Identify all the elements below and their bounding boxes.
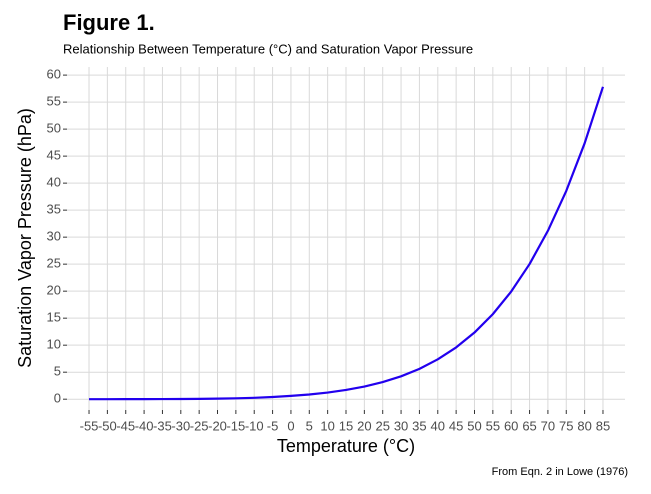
y-tick-label: 20 [47, 283, 61, 298]
x-tick-label: -30 [171, 418, 190, 433]
chart-subtitle: Relationship Between Temperature (°C) an… [63, 41, 473, 56]
y-tick-label: 0 [54, 391, 61, 406]
x-tick-label: -35 [153, 418, 172, 433]
x-tick-label: 10 [320, 418, 334, 433]
y-tick-label: 10 [47, 337, 61, 352]
caption: From Eqn. 2 in Lowe (1976) [492, 466, 628, 478]
x-tick-label: 65 [522, 418, 536, 433]
x-tick-label: 40 [431, 418, 445, 433]
y-tick-label: 5 [54, 364, 61, 379]
x-tick-label: 75 [559, 418, 573, 433]
y-axis-label: Saturation Vapor Pressure (hPa) [15, 108, 35, 368]
x-tick-label: 60 [504, 418, 518, 433]
y-tick-label: 30 [47, 229, 61, 244]
x-tick-label: -5 [267, 418, 279, 433]
x-tick-label: 70 [541, 418, 555, 433]
x-tick-label: 50 [467, 418, 481, 433]
x-tick-label: 80 [577, 418, 591, 433]
y-tick-label: 45 [47, 148, 61, 163]
x-tick-label: -10 [245, 418, 264, 433]
x-tick-label: -50 [98, 418, 117, 433]
x-tick-label: -20 [208, 418, 227, 433]
x-tick-label: 15 [339, 418, 353, 433]
x-tick-label: 25 [375, 418, 389, 433]
y-tick-label: 50 [47, 121, 61, 136]
x-tick-label: 55 [486, 418, 500, 433]
y-tick-label: 25 [47, 256, 61, 271]
chart-title: Figure 1. [63, 10, 155, 35]
y-tick-label: 60 [47, 67, 61, 82]
x-tick-label: -15 [226, 418, 245, 433]
x-tick-label: -40 [135, 418, 154, 433]
x-tick-label: 45 [449, 418, 463, 433]
x-axis-label: Temperature (°C) [277, 436, 415, 456]
line [89, 86, 605, 401]
x-tick-label: -55 [80, 418, 99, 433]
x-tick-label: 85 [596, 418, 610, 433]
y-tick-label: 35 [47, 202, 61, 217]
x-tick-label: -25 [190, 418, 209, 433]
x-tick-label: 20 [357, 418, 371, 433]
y-tick-label: 55 [47, 94, 61, 109]
x-tick-label: 0 [287, 418, 294, 433]
x-tick-label: 35 [412, 418, 426, 433]
y-tick-label: 40 [47, 175, 61, 190]
x-tick-label: 30 [394, 418, 408, 433]
x-tick-label: 5 [306, 418, 313, 433]
y-tick-label: 15 [47, 310, 61, 325]
x-tick-label: -45 [116, 418, 135, 433]
